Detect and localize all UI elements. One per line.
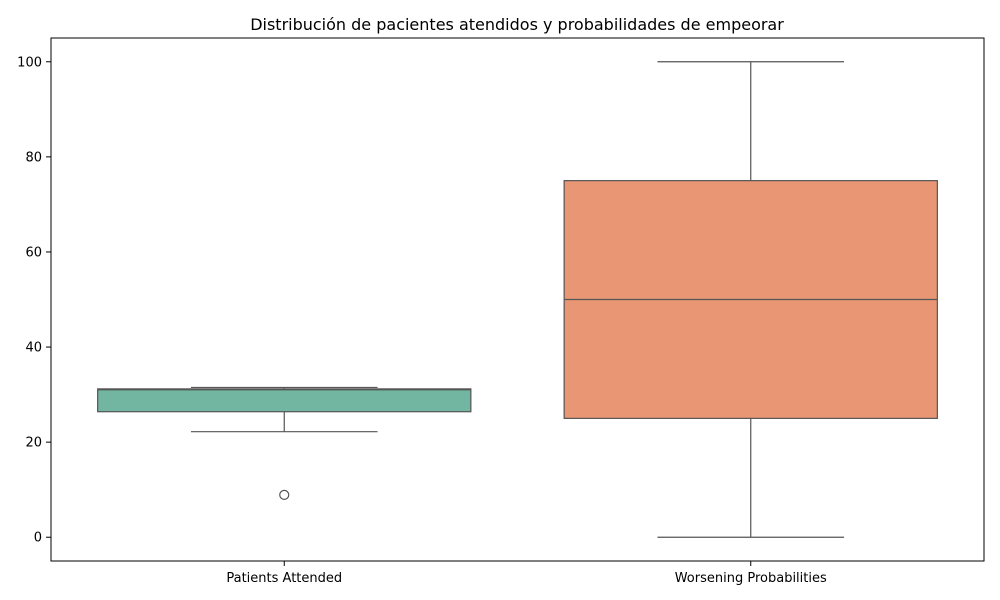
x-category-label: Patients Attended [226, 571, 342, 586]
box-series [97, 61, 938, 538]
box-patients-attended [97, 386, 472, 501]
iqr-box [97, 388, 472, 413]
y-tick-label: 100 [17, 55, 42, 70]
y-tick-label: 20 [25, 436, 42, 451]
y-axis: 0 20 40 60 80 100 [17, 55, 51, 546]
plot-area [50, 37, 985, 562]
y-tick-label: 40 [25, 341, 42, 356]
chart-title: Distribución de pacientes atendidos y pr… [250, 15, 784, 34]
x-category-label: Worsening Probabilities [675, 571, 827, 586]
y-tick-label: 80 [25, 150, 42, 165]
y-tick-label: 60 [25, 245, 42, 260]
x-axis: Patients Attended Worsening Probabilities [226, 561, 827, 586]
outlier-point [279, 489, 290, 501]
y-tick-label: 0 [34, 531, 42, 546]
box-worsening-probabilities [563, 61, 938, 538]
